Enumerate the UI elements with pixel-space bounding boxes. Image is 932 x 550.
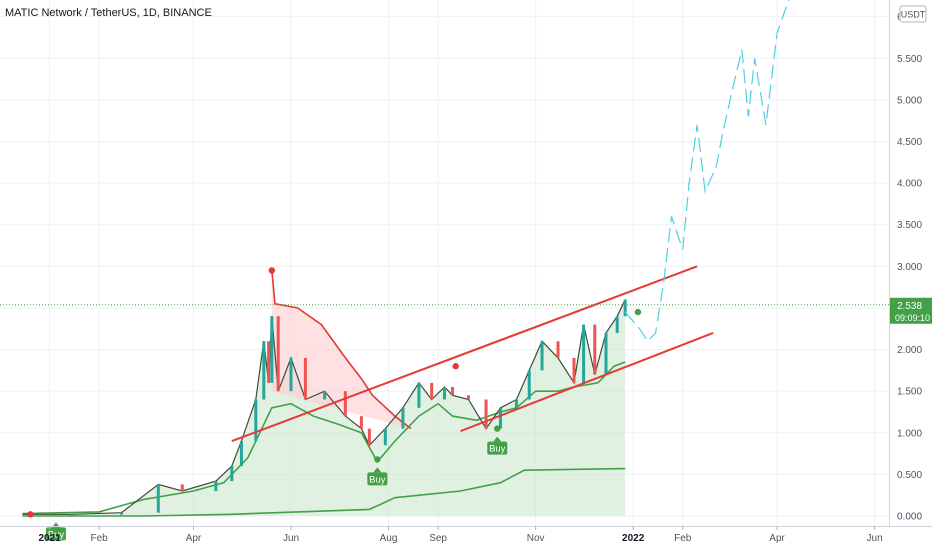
buy-signal-text: Buy bbox=[489, 444, 506, 455]
projection-line bbox=[624, 0, 790, 343]
x-axis-ticks: 2021 Feb Apr Jun Aug Sep Nov 2022 Feb Apr Jun bbox=[38, 526, 883, 544]
y-tick-label: 1.000 bbox=[897, 428, 922, 439]
buy-signal-label: Buy bbox=[487, 436, 508, 455]
signal-marker bbox=[268, 267, 276, 274]
candle-bar bbox=[540, 341, 544, 371]
candle-bar bbox=[466, 395, 470, 400]
candle-bar bbox=[156, 484, 160, 513]
y-tick-label: 1.500 bbox=[897, 387, 922, 398]
candle-bar bbox=[556, 341, 560, 358]
signal-marker bbox=[452, 363, 459, 370]
candle-bar bbox=[498, 407, 502, 429]
candle-bar bbox=[359, 416, 363, 429]
candle-bar bbox=[276, 316, 280, 392]
channel-upper-line bbox=[231, 265, 698, 443]
y-tick-label: 2.000 bbox=[897, 345, 922, 356]
series-layer bbox=[22, 0, 790, 517]
candle-bar bbox=[289, 357, 293, 392]
trailing-stop-line bbox=[22, 467, 626, 517]
x-tick-label: Aug bbox=[380, 533, 398, 544]
buy-signal-box bbox=[45, 527, 66, 541]
candle-bar bbox=[180, 484, 184, 492]
candle-bar bbox=[239, 441, 243, 467]
candle-bar bbox=[214, 481, 218, 492]
y-tick-label: 5.500 bbox=[897, 54, 922, 65]
candle-bar bbox=[443, 387, 446, 400]
candle-bar bbox=[430, 382, 434, 400]
currency-badge[interactable]: USDT bbox=[899, 5, 927, 23]
y-tick-label: 4.000 bbox=[897, 179, 922, 190]
last-price-value: 2.538 bbox=[897, 301, 922, 312]
buy-signal-box bbox=[487, 441, 508, 455]
candle-bar bbox=[417, 382, 421, 408]
y-tick-label: 0.000 bbox=[897, 512, 922, 523]
channel-lower-line bbox=[460, 331, 714, 433]
x-tick-label: Sep bbox=[429, 533, 447, 544]
candle-bar bbox=[367, 428, 371, 446]
y-tick-label: 5.000 bbox=[897, 95, 922, 106]
y-tick-label: 4.500 bbox=[897, 137, 922, 148]
x-tick-label: Jun bbox=[283, 533, 299, 544]
x-tick-label: 2022 bbox=[622, 533, 645, 544]
markers: Buy Buy Buy bbox=[27, 267, 642, 541]
x-tick-label: Apr bbox=[186, 533, 202, 544]
last-price-countdown: 09:09:10 bbox=[895, 313, 930, 323]
chart-title: MATIC Network / TetherUS, 1D, BINANCE bbox=[5, 7, 212, 19]
grid bbox=[0, 0, 889, 526]
y-tick-label: 0.500 bbox=[897, 470, 922, 481]
supertrend-line bbox=[22, 361, 626, 515]
candle-bar bbox=[450, 387, 454, 396]
x-tick-label: Apr bbox=[769, 533, 785, 544]
candle-bar bbox=[230, 466, 234, 482]
candle-bar bbox=[70, 514, 74, 517]
x-tick-label: Jun bbox=[867, 533, 883, 544]
signal-marker bbox=[27, 511, 34, 518]
buy-signal-box bbox=[367, 472, 388, 486]
signal-marker bbox=[494, 425, 501, 432]
signal-marker bbox=[374, 456, 381, 463]
x-tick-label: Nov bbox=[527, 533, 545, 544]
candle-bar bbox=[527, 370, 531, 400]
y-axis-ticks: 0.0000.5001.0001.5002.0002.5003.0003.500… bbox=[897, 12, 922, 522]
candle-bar bbox=[267, 341, 271, 383]
y-tick-label: 3.500 bbox=[897, 220, 922, 231]
x-tick-label: 2021 bbox=[38, 533, 61, 544]
x-tick-label: Feb bbox=[674, 533, 692, 544]
candle-bar bbox=[572, 357, 576, 383]
buy-signal-text: Buy bbox=[369, 474, 386, 485]
candle-bar bbox=[343, 391, 347, 417]
candle-bar bbox=[262, 341, 266, 400]
last-price-box bbox=[890, 297, 932, 324]
currency-label: USDT bbox=[901, 10, 926, 20]
candle-bar bbox=[582, 324, 586, 383]
y-tick-label: 3.000 bbox=[897, 262, 922, 273]
price-line bbox=[22, 299, 626, 515]
candle-bar bbox=[615, 316, 619, 333]
candle-bar bbox=[593, 324, 597, 375]
candle-bar bbox=[514, 399, 518, 408]
candle-bar bbox=[120, 512, 124, 515]
buy-signal-text: Buy bbox=[48, 529, 65, 540]
candle-bar bbox=[323, 391, 327, 400]
candle-bar bbox=[604, 332, 608, 375]
buy-signal-arrow bbox=[493, 436, 502, 442]
candle-bar bbox=[270, 316, 274, 383]
x-tick-label: Feb bbox=[91, 533, 109, 544]
candle-bar bbox=[383, 428, 387, 446]
candle-bar bbox=[623, 299, 627, 317]
signal-marker bbox=[634, 308, 642, 316]
candle-bar bbox=[401, 407, 405, 429]
buy-signal-arrow bbox=[373, 467, 382, 473]
buy-signal-label: Buy bbox=[367, 467, 388, 486]
bullish-fill-area bbox=[22, 299, 626, 516]
candle-bar bbox=[303, 357, 307, 400]
candle-bar bbox=[484, 399, 488, 429]
candle-bar bbox=[254, 399, 258, 442]
